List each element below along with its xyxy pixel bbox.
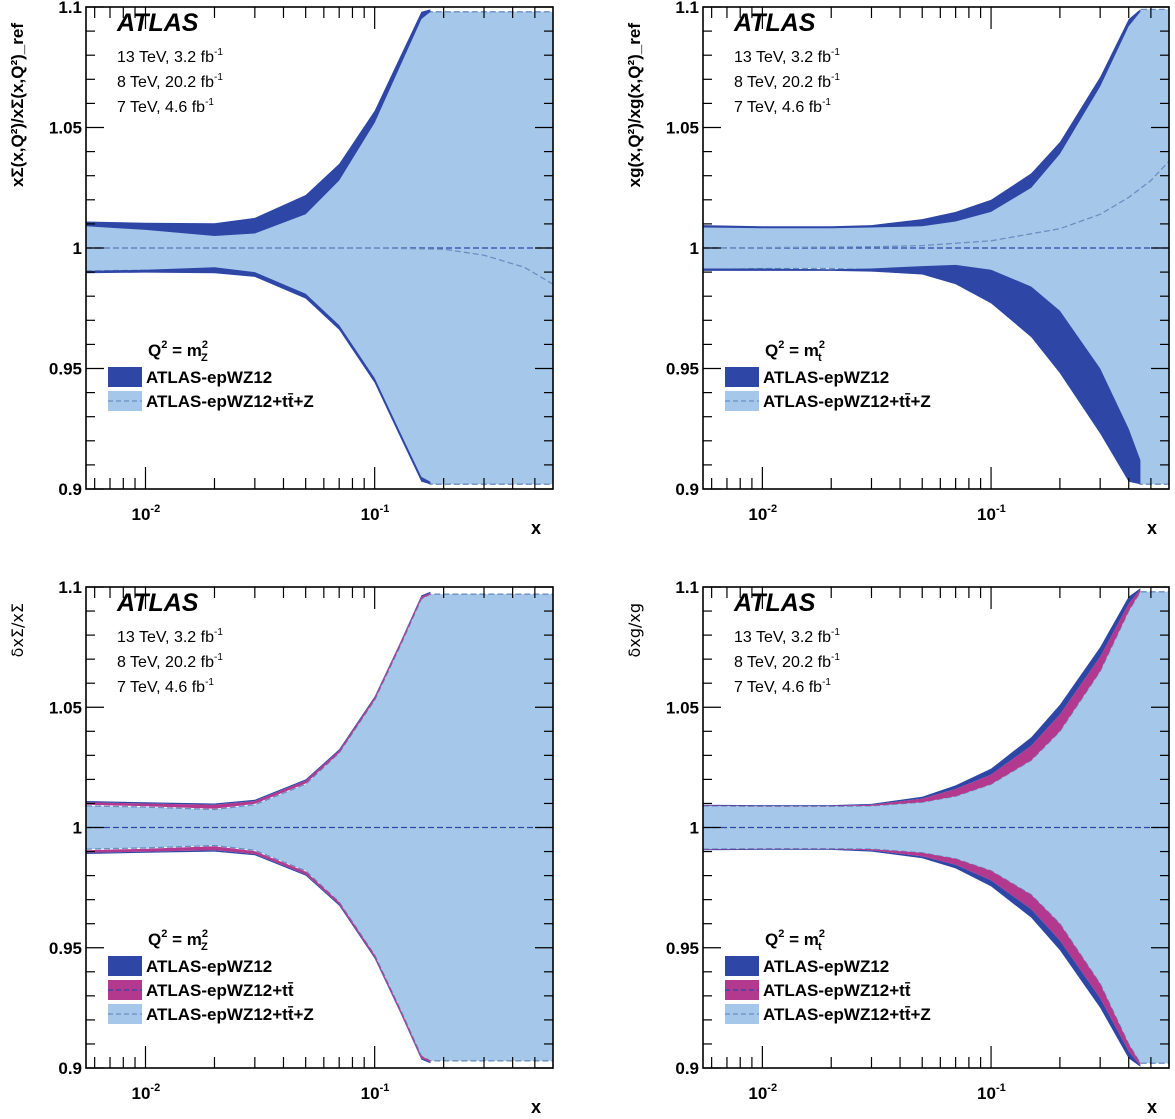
y-tick-label: 0.95	[666, 360, 699, 379]
y-tick-label: 1.1	[58, 578, 82, 597]
x-tick-label: 10-2	[132, 503, 161, 524]
band-light	[86, 594, 553, 1061]
legend-label: ATLAS-epWZ12+tt̄+Z	[763, 1005, 931, 1024]
info-line: 8 TeV, 20.2 fb-1	[734, 72, 840, 91]
info-line: 13 TeV, 3.2 fb-1	[734, 47, 840, 66]
info-line: 7 TeV, 4.6 fb-1	[734, 677, 831, 696]
y-tick-label: 0.9	[58, 1059, 82, 1078]
info-line: 13 TeV, 3.2 fb-1	[117, 47, 223, 66]
band-dark-upper	[703, 9, 1141, 229]
y-tick-label: 1.1	[58, 0, 82, 17]
legend-label: ATLAS-epWZ12+tt̄+Z	[146, 392, 314, 411]
x-tick-label: 10-2	[132, 1082, 161, 1103]
legend-label: ATLAS-epWZ12	[763, 368, 889, 387]
chart-panel-sigma_uncertainty: 0.9 0.95 1 1.05 1.1 10-2 10-1 x δxΣ/xΣ ATLAS 13 Te…	[8, 578, 554, 1117]
info-line: 7 TeV, 4.6 fb-1	[117, 97, 214, 116]
legend-label: ATLAS-epWZ12+tt̄	[763, 981, 911, 1000]
legend-label: ATLAS-epWZ12+tt̄+Z	[763, 392, 931, 411]
central-curve	[86, 247, 553, 285]
atlas-label: ATLAS	[733, 589, 816, 617]
info-line: 8 TeV, 20.2 fb-1	[734, 652, 840, 671]
x-tick-label: 10-1	[361, 1082, 390, 1103]
y-tick-label: 1.1	[675, 0, 699, 17]
legend-label: ATLAS-epWZ12	[146, 368, 272, 387]
y-tick-label: 0.9	[675, 1059, 699, 1078]
x-tick-label: 10-1	[977, 503, 1006, 524]
chart-panel-sigma_ratio: 0.9 0.95 1 1.05 1.1 10-2 10-1 x xΣ(x,Q²)/xΣ(x,Q²…	[8, 0, 554, 538]
x-tick-label: 10-2	[748, 1082, 777, 1103]
y-tick-label: 1	[73, 239, 82, 258]
plot-area	[703, 8, 1169, 485]
atlas-label: ATLAS	[116, 9, 199, 37]
legend-label: ATLAS-epWZ12+tt̄	[146, 981, 294, 1000]
info-line: 7 TeV, 4.6 fb-1	[734, 97, 831, 116]
x-axis-label: x	[531, 518, 541, 538]
y-tick-label: 0.9	[58, 480, 82, 499]
x-axis-label: x	[1147, 518, 1157, 538]
band-dark-lower	[703, 264, 1141, 485]
plot-area	[703, 588, 1169, 1067]
atlas-label: ATLAS	[116, 589, 199, 617]
y-tick-label: 0.9	[675, 480, 699, 499]
band-light	[86, 11, 553, 485]
y-tick-label: 1.1	[675, 578, 699, 597]
info-line: 8 TeV, 20.2 fb-1	[117, 652, 223, 671]
legend-header: Q2 = m2 t	[765, 339, 825, 364]
info-line: 7 TeV, 4.6 fb-1	[117, 677, 214, 696]
y-tick-label: 1.05	[666, 119, 699, 138]
x-tick-label: 10-1	[361, 503, 390, 524]
y-tick-label: 0.95	[49, 939, 82, 958]
legend-label: ATLAS-epWZ12	[146, 957, 272, 976]
info-line: 13 TeV, 3.2 fb-1	[117, 627, 223, 646]
atlas-label: ATLAS	[733, 9, 816, 37]
chart-panel-gluon_ratio: 0.9 0.95 1 1.05 1.1 10-2 10-1 x xg(x,Q²)/xg(x,Q²…	[625, 0, 1170, 538]
y-axis-label: xΣ(x,Q²)/xΣ(x,Q²)_ref	[8, 23, 27, 187]
band-light	[703, 591, 1169, 1064]
band-pink-lower	[703, 848, 1141, 1066]
y-tick-label: 1.05	[666, 698, 699, 717]
y-tick-label: 0.95	[49, 360, 82, 379]
band-light	[703, 9, 1169, 485]
info-line: 8 TeV, 20.2 fb-1	[117, 72, 223, 91]
legend-label: ATLAS-epWZ12	[763, 957, 889, 976]
band-pink-upper	[703, 589, 1141, 807]
x-axis-label: x	[1147, 1097, 1157, 1117]
legend-label: ATLAS-epWZ12+tt̄+Z	[146, 1005, 314, 1024]
y-tick-label: 1	[690, 819, 699, 838]
info-line: 13 TeV, 3.2 fb-1	[734, 627, 840, 646]
chart-panel-gluon_uncertainty: 0.9 0.95 1 1.05 1.1 10-2 10-1 x δxg/xg ATLAS 13 Te…	[625, 578, 1170, 1117]
y-axis-label: δxg/xg	[625, 603, 644, 657]
central-curve	[703, 160, 1169, 249]
y-tick-label: 1.05	[49, 698, 82, 717]
y-tick-label: 1.05	[49, 119, 82, 138]
x-tick-label: 10-2	[748, 503, 777, 524]
y-tick-label: 0.95	[666, 939, 699, 958]
y-axis-label: xg(x,Q²)/xg(x,Q²)_ref	[625, 23, 644, 188]
x-axis-label: x	[531, 1097, 541, 1117]
y-tick-label: 1	[73, 819, 82, 838]
legend-header: Q2 = m2 Z	[148, 339, 208, 364]
legend-header: Q2 = m2 t	[765, 928, 825, 953]
y-tick-label: 1	[690, 239, 699, 258]
plot-area	[86, 9, 553, 485]
legend-header: Q2 = m2 Z	[148, 928, 208, 953]
x-tick-label: 10-1	[977, 1082, 1006, 1103]
y-axis-label: δxΣ/xΣ	[8, 603, 27, 657]
